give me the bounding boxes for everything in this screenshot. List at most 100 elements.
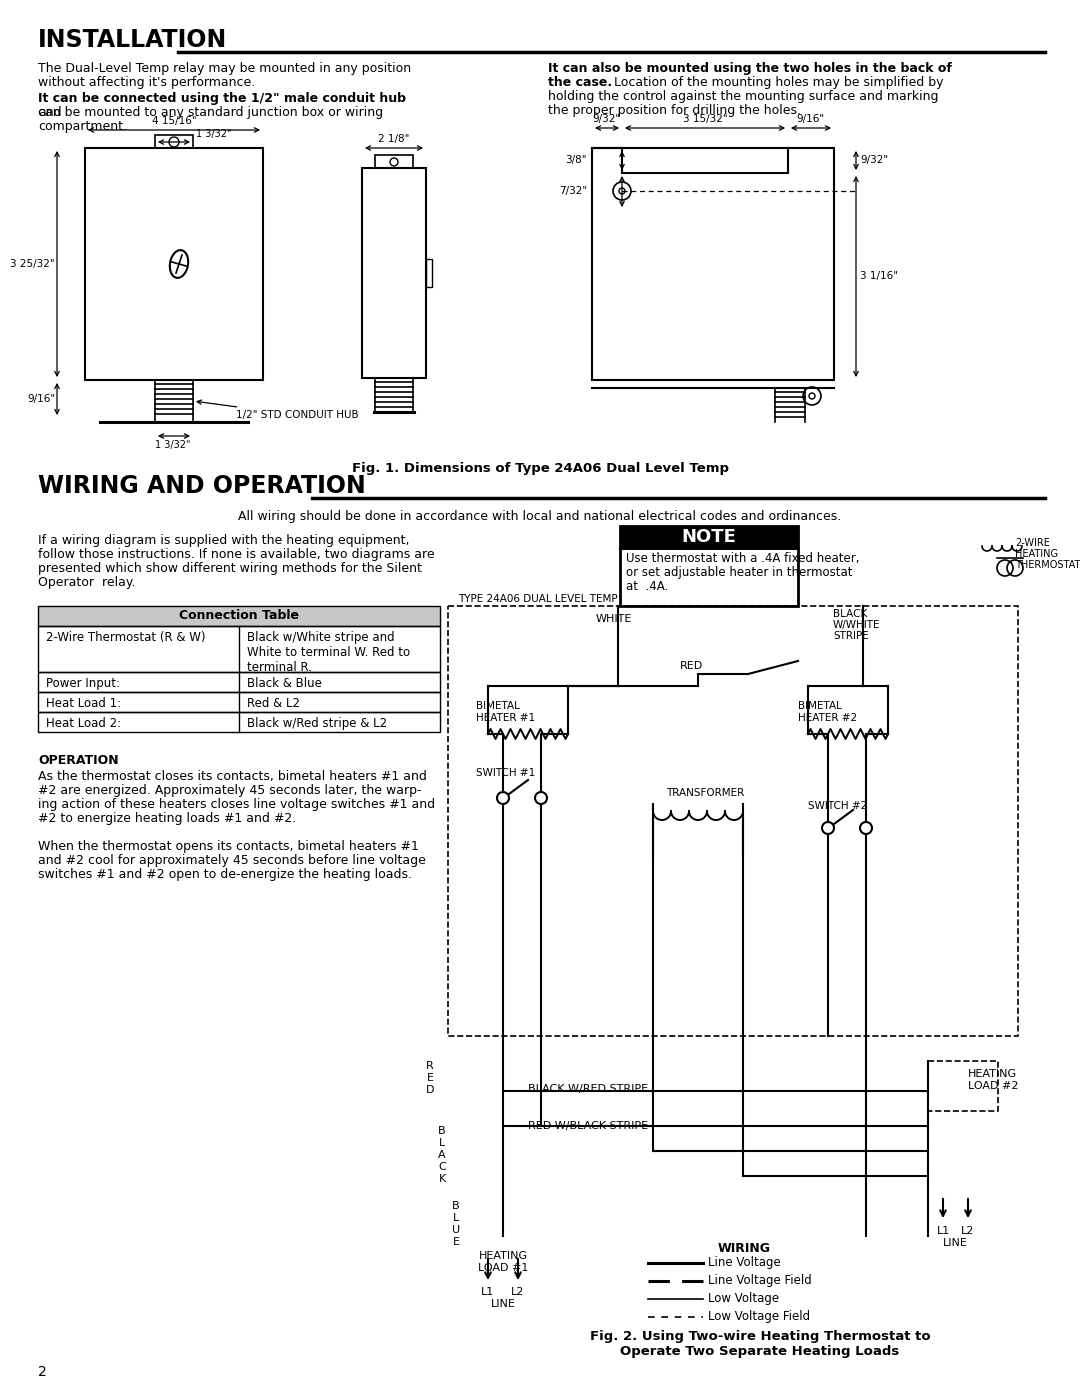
Text: 1 3/32": 1 3/32" <box>195 129 231 138</box>
Bar <box>375 155 413 168</box>
Bar <box>38 672 440 692</box>
Bar <box>38 606 440 626</box>
Text: NOTE: NOTE <box>681 528 737 546</box>
Text: Black w/White stripe and
White to terminal W. Red to
terminal R.: Black w/White stripe and White to termin… <box>247 631 410 673</box>
Text: Heat Load 2:: Heat Load 2: <box>46 717 121 731</box>
Text: Fig. 1. Dimensions of Type 24A06 Dual Level Temp: Fig. 1. Dimensions of Type 24A06 Dual Le… <box>351 462 729 475</box>
Text: 9/16": 9/16" <box>27 394 55 404</box>
Text: OPERATION: OPERATION <box>38 754 119 767</box>
Text: 2-Wire Thermostat (R & W): 2-Wire Thermostat (R & W) <box>46 631 205 644</box>
Text: 3 25/32": 3 25/32" <box>11 258 55 270</box>
Text: 2 1/8": 2 1/8" <box>378 134 409 144</box>
Text: BIMETAL: BIMETAL <box>798 701 842 711</box>
Text: 2-WIRE: 2-WIRE <box>1015 538 1050 548</box>
Text: THERMOSTAT: THERMOSTAT <box>1015 560 1080 570</box>
Text: HEATER #1: HEATER #1 <box>476 712 535 724</box>
Bar <box>620 527 798 548</box>
Text: R: R <box>427 1060 434 1071</box>
Text: switches #1 and #2 open to de-energize the heating loads.: switches #1 and #2 open to de-energize t… <box>38 868 411 882</box>
Text: L2: L2 <box>511 1287 525 1296</box>
Text: 4 15/16": 4 15/16" <box>151 116 197 126</box>
Text: HEATING: HEATING <box>1015 549 1058 559</box>
Text: Fig. 2. Using Two-wire Heating Thermostat to
Operate Two Separate Heating Loads: Fig. 2. Using Two-wire Heating Thermosta… <box>590 1330 930 1358</box>
Text: Black & Blue: Black & Blue <box>247 678 322 690</box>
Bar <box>592 148 834 380</box>
Text: 1/2" STD CONDUIT HUB: 1/2" STD CONDUIT HUB <box>198 400 359 420</box>
Text: and #2 cool for approximately 45 seconds before line voltage: and #2 cool for approximately 45 seconds… <box>38 854 426 868</box>
Text: RED: RED <box>680 661 703 671</box>
Text: SWITCH #1: SWITCH #1 <box>476 768 536 778</box>
Bar <box>38 712 440 732</box>
Text: STRIPE: STRIPE <box>833 631 868 641</box>
Text: U: U <box>451 1225 460 1235</box>
Text: E: E <box>427 1073 433 1083</box>
Text: the case.: the case. <box>548 75 612 89</box>
Text: L: L <box>453 1213 459 1222</box>
Text: #2 to energize heating loads #1 and #2.: #2 to energize heating loads #1 and #2. <box>38 812 296 826</box>
Text: follow those instructions. If none is available, two diagrams are: follow those instructions. If none is av… <box>38 548 434 562</box>
Text: HEATER #2: HEATER #2 <box>798 712 858 724</box>
Text: B: B <box>453 1201 460 1211</box>
Text: BLACK: BLACK <box>833 609 867 619</box>
Text: B: B <box>438 1126 446 1136</box>
Text: E: E <box>453 1236 459 1248</box>
Bar <box>362 168 426 379</box>
Text: As the thermostat closes its contacts, bimetal heaters #1 and: As the thermostat closes its contacts, b… <box>38 770 427 782</box>
Text: can be mounted to any standard junction box or wiring: can be mounted to any standard junction … <box>38 106 383 119</box>
Text: L1: L1 <box>482 1287 495 1296</box>
Text: without affecting it's performance.: without affecting it's performance. <box>38 75 255 89</box>
Text: WIRING AND OPERATION: WIRING AND OPERATION <box>38 474 366 497</box>
Text: WIRING: WIRING <box>718 1242 771 1255</box>
Text: D: D <box>426 1085 434 1095</box>
Text: Low Voltage: Low Voltage <box>708 1292 779 1305</box>
Text: It can also be mounted using the two holes in the back of: It can also be mounted using the two hol… <box>548 61 951 75</box>
Text: HEATING: HEATING <box>968 1069 1017 1078</box>
Bar <box>620 548 798 606</box>
Text: K: K <box>438 1173 446 1185</box>
Text: The Dual-Level Temp relay may be mounted in any position: The Dual-Level Temp relay may be mounted… <box>38 61 411 75</box>
Text: Connection Table: Connection Table <box>179 609 299 622</box>
Bar <box>426 258 432 286</box>
Text: When the thermostat opens its contacts, bimetal heaters #1: When the thermostat opens its contacts, … <box>38 840 419 854</box>
Text: BIMETAL: BIMETAL <box>476 701 519 711</box>
Text: compartment.: compartment. <box>38 120 127 133</box>
Text: A: A <box>438 1150 446 1160</box>
Text: 1 3/32": 1 3/32" <box>156 440 190 450</box>
Text: holding the control against the mounting surface and marking: holding the control against the mounting… <box>548 89 939 103</box>
Text: 9/32": 9/32" <box>592 115 620 124</box>
Text: HEATING: HEATING <box>478 1250 527 1261</box>
Text: LINE: LINE <box>490 1299 515 1309</box>
Text: It can be connected using the 1/2" male conduit hub: It can be connected using the 1/2" male … <box>38 92 406 105</box>
Text: Line Voltage: Line Voltage <box>708 1256 781 1268</box>
Text: #2 are energized. Approximately 45 seconds later, the warp-: #2 are energized. Approximately 45 secon… <box>38 784 421 798</box>
Text: WHITE: WHITE <box>596 615 633 624</box>
Bar <box>448 606 1018 1037</box>
Text: INSTALLATION: INSTALLATION <box>38 28 227 52</box>
Text: Red & L2: Red & L2 <box>247 697 300 710</box>
Text: 9/16": 9/16" <box>796 115 824 124</box>
Text: Black w/Red stripe & L2: Black w/Red stripe & L2 <box>247 717 387 731</box>
Text: at  .4A.: at .4A. <box>626 580 669 592</box>
Text: L2: L2 <box>961 1227 974 1236</box>
Text: Line Voltage Field: Line Voltage Field <box>708 1274 812 1287</box>
Text: 3 15/32": 3 15/32" <box>683 115 727 124</box>
Text: 2: 2 <box>38 1365 46 1379</box>
Text: BLACK W/RED STRIPE: BLACK W/RED STRIPE <box>528 1084 648 1094</box>
Text: and: and <box>38 106 62 119</box>
Text: W/WHITE: W/WHITE <box>833 620 880 630</box>
Text: TRANSFORMER: TRANSFORMER <box>666 788 744 798</box>
Text: L: L <box>438 1139 445 1148</box>
Bar <box>38 692 440 712</box>
Text: 7/32": 7/32" <box>558 186 588 196</box>
Bar <box>85 148 264 380</box>
Text: L1: L1 <box>936 1227 949 1236</box>
Text: All wiring should be done in accordance with local and national electrical codes: All wiring should be done in accordance … <box>239 510 841 522</box>
Text: the proper position for drilling the holes.: the proper position for drilling the hol… <box>548 103 801 117</box>
Text: LOAD #1: LOAD #1 <box>477 1263 528 1273</box>
Text: Operator  relay.: Operator relay. <box>38 576 135 590</box>
Text: LINE: LINE <box>943 1238 968 1248</box>
Text: If a wiring diagram is supplied with the heating equipment,: If a wiring diagram is supplied with the… <box>38 534 409 548</box>
Text: ing action of these heaters closes line voltage switches #1 and: ing action of these heaters closes line … <box>38 798 435 812</box>
Text: 3/8": 3/8" <box>566 155 588 165</box>
Text: SWITCH #2: SWITCH #2 <box>808 800 867 812</box>
